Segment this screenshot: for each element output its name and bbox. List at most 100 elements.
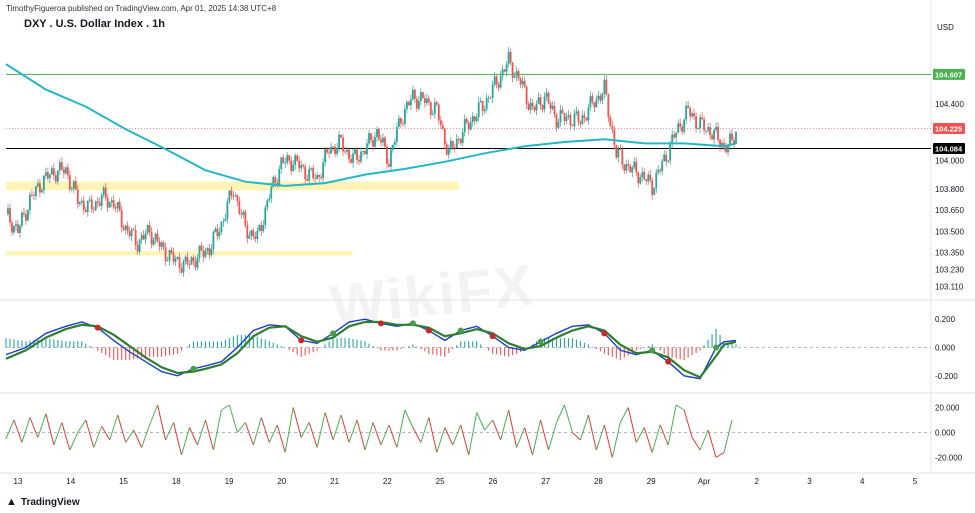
candle-body [80, 200, 83, 203]
oscillator-axis-label: 0.000 [935, 429, 956, 438]
oscillator-segment [444, 427, 454, 446]
currency-label: USD [937, 23, 954, 32]
candle-body [563, 113, 566, 121]
oscillator-segment [380, 424, 390, 446]
candle-body [727, 144, 729, 153]
candle-body [52, 168, 55, 176]
candle-body [661, 161, 664, 172]
tradingview-icon: ▲ [6, 496, 17, 508]
candle-body [679, 123, 682, 127]
candle-body [475, 116, 478, 121]
candle-body [302, 164, 305, 167]
candle-body [545, 92, 548, 97]
candle-body [66, 167, 69, 176]
candle-body [501, 69, 504, 76]
candle-body [240, 213, 243, 215]
candle-body [314, 178, 317, 179]
candle-body [625, 164, 628, 171]
candle-body [56, 170, 59, 182]
oscillator-segment [667, 404, 677, 446]
candle-body [304, 166, 307, 180]
candle-body [557, 121, 560, 128]
candle-body [90, 199, 93, 210]
oscillator-segment [723, 419, 733, 453]
candle-body [23, 212, 25, 215]
macd-cross-dot [665, 358, 672, 365]
oscillator-segment [276, 424, 286, 453]
candle-body [350, 158, 352, 163]
candle-body [419, 92, 422, 102]
candle-body [144, 233, 147, 240]
candle-body [78, 202, 81, 205]
candle-body [138, 239, 141, 252]
macd-cross-dot [425, 327, 432, 334]
candle-body [669, 143, 672, 161]
oscillator-segment [348, 419, 358, 443]
candle-body [533, 106, 536, 111]
candle-body [110, 200, 113, 203]
candle-body [180, 268, 183, 273]
candle-body [481, 100, 484, 112]
candle-body [206, 248, 209, 251]
candle-body [477, 102, 480, 117]
oscillator-segment [548, 422, 557, 451]
candle-body [54, 175, 57, 182]
candle-body [39, 183, 41, 193]
candle-body [717, 126, 719, 140]
candle-body [160, 242, 163, 247]
candle-body [100, 194, 103, 206]
candle-body [561, 109, 564, 114]
oscillator-segment [603, 424, 613, 458]
candle-body [106, 198, 109, 208]
candle-body [366, 143, 368, 155]
oscillator-segment [252, 417, 262, 446]
candle-body [677, 123, 680, 133]
candle-body [328, 152, 331, 154]
candle-body [164, 247, 167, 262]
oscillator-segment [532, 419, 542, 456]
candle-body [513, 76, 516, 78]
candle-body [707, 127, 709, 131]
candle-body [324, 149, 327, 163]
candle-body [282, 157, 285, 164]
candle-body [507, 51, 510, 65]
candle-body [425, 98, 428, 103]
candle-body [390, 149, 392, 167]
macd-axis-label: 0.200 [935, 315, 956, 324]
candle-body [605, 79, 608, 95]
date-axis-label: 13 [14, 477, 23, 486]
oscillator-segment [635, 427, 645, 443]
candle-body [407, 101, 410, 106]
candle-body [92, 209, 95, 210]
oscillator-segment [221, 404, 230, 411]
date-axis-label: 15 [119, 477, 128, 486]
candle-body [735, 131, 737, 144]
candle-body [37, 183, 39, 187]
candle-body [701, 117, 703, 120]
candle-body [649, 174, 652, 181]
price-tag [933, 68, 965, 80]
candle-body [541, 105, 544, 110]
tradingview-logo[interactable]: ▲ TradingView [6, 496, 80, 508]
candle-body [318, 175, 321, 178]
oscillator-segment [500, 409, 510, 441]
candle-body [709, 127, 711, 136]
candle-body [260, 224, 263, 232]
candle-body [64, 167, 67, 174]
candle-body [689, 107, 692, 117]
price-axis-label: 104.400 [935, 100, 964, 109]
candle-body [35, 186, 37, 196]
candle-body [659, 169, 662, 172]
oscillator-segment [651, 424, 661, 453]
candle-body [250, 230, 253, 236]
candle-body [62, 169, 65, 174]
candle-body [384, 137, 386, 147]
candle-body [50, 168, 53, 175]
candle-body [721, 142, 723, 148]
candle-body [380, 139, 382, 143]
candle-body [300, 164, 303, 169]
candle-body [571, 125, 574, 127]
candle-body [19, 225, 21, 234]
candle-body [404, 109, 406, 124]
